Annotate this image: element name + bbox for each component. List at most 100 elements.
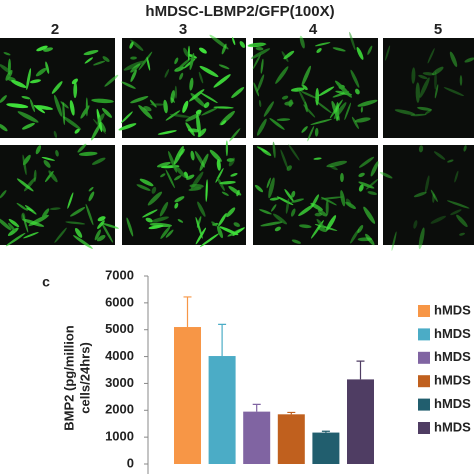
y-axis-label-line: cells/24hrs) xyxy=(77,342,92,414)
cell xyxy=(456,214,468,228)
micrograph xyxy=(253,145,378,245)
cell xyxy=(198,71,204,84)
cell xyxy=(260,148,272,156)
cell xyxy=(29,98,36,113)
cell xyxy=(228,157,236,167)
cell xyxy=(73,81,78,99)
cell xyxy=(291,198,305,203)
cell xyxy=(16,178,34,192)
cell xyxy=(150,216,169,223)
cell xyxy=(221,191,229,196)
cell xyxy=(298,204,315,217)
cell xyxy=(21,212,26,222)
cell xyxy=(258,99,262,108)
cell xyxy=(367,45,373,55)
cell xyxy=(299,35,305,49)
cell xyxy=(199,65,219,78)
cell xyxy=(291,190,296,198)
cell xyxy=(233,222,240,227)
cell xyxy=(419,77,430,98)
cell xyxy=(71,78,78,85)
cell xyxy=(97,220,105,230)
cell xyxy=(123,60,145,71)
legend-swatch xyxy=(418,328,430,341)
cell xyxy=(449,51,458,67)
cell xyxy=(314,100,332,114)
cell xyxy=(34,105,53,110)
cell xyxy=(269,197,280,201)
cell xyxy=(0,64,13,75)
cell xyxy=(301,126,308,133)
cell xyxy=(150,103,165,106)
cell xyxy=(226,207,236,218)
cell xyxy=(418,227,425,250)
bar xyxy=(208,356,236,464)
column-label: 2 xyxy=(51,21,59,38)
cell xyxy=(333,102,347,120)
cell xyxy=(78,151,98,156)
cell xyxy=(228,185,242,196)
cell xyxy=(28,214,49,227)
cell xyxy=(97,113,105,124)
cell xyxy=(266,177,271,189)
cell xyxy=(254,184,264,193)
cell xyxy=(11,79,27,88)
cell xyxy=(60,101,69,109)
cell xyxy=(446,200,470,209)
y-tick-label: 6000 xyxy=(105,294,134,309)
cell xyxy=(7,222,16,232)
cell xyxy=(443,87,465,97)
cell xyxy=(174,175,182,181)
cell xyxy=(253,82,260,97)
cell xyxy=(344,102,351,121)
chart: 0 1000 2000 3000 4000 5000 6000 7000 hMDS hMDS hMD… xyxy=(105,267,471,470)
cell xyxy=(216,158,221,171)
cell xyxy=(219,110,235,126)
cell xyxy=(355,117,371,123)
cell xyxy=(430,189,438,202)
figure-title: hMDSC-LBMP2/GFP(100X) xyxy=(145,3,334,20)
cell xyxy=(273,213,288,225)
cell xyxy=(85,203,94,226)
cell xyxy=(35,145,42,155)
cell xyxy=(417,106,432,111)
cell xyxy=(205,179,208,202)
cell xyxy=(41,156,55,161)
cell xyxy=(357,99,378,107)
cell xyxy=(97,216,106,222)
cell xyxy=(434,71,437,90)
cell xyxy=(35,67,47,77)
cell xyxy=(130,56,137,60)
cell xyxy=(88,186,94,192)
cell xyxy=(422,72,435,76)
cell xyxy=(313,157,322,160)
cell xyxy=(230,173,238,177)
cell xyxy=(411,67,416,84)
cell xyxy=(22,154,27,176)
cell xyxy=(33,105,46,114)
cell xyxy=(394,109,416,115)
cell xyxy=(21,122,35,130)
cell xyxy=(275,66,289,84)
cell xyxy=(432,193,435,203)
cell xyxy=(334,80,352,98)
cell xyxy=(170,90,175,104)
cell xyxy=(291,239,301,244)
cell xyxy=(459,232,465,236)
cell xyxy=(62,102,66,126)
cell xyxy=(199,47,207,54)
cell xyxy=(118,123,137,131)
cell xyxy=(252,54,261,70)
cell xyxy=(94,229,101,241)
column-label: 4 xyxy=(309,21,318,38)
y-tick-label: 5000 xyxy=(105,321,134,336)
cell xyxy=(174,85,178,99)
legend-label: hMDS xyxy=(434,349,471,364)
cell xyxy=(213,74,231,88)
micrograph xyxy=(122,38,246,138)
cell xyxy=(74,128,80,134)
legend-swatch xyxy=(418,398,430,411)
cell xyxy=(190,150,195,161)
cell xyxy=(148,224,164,230)
cell xyxy=(432,66,444,76)
